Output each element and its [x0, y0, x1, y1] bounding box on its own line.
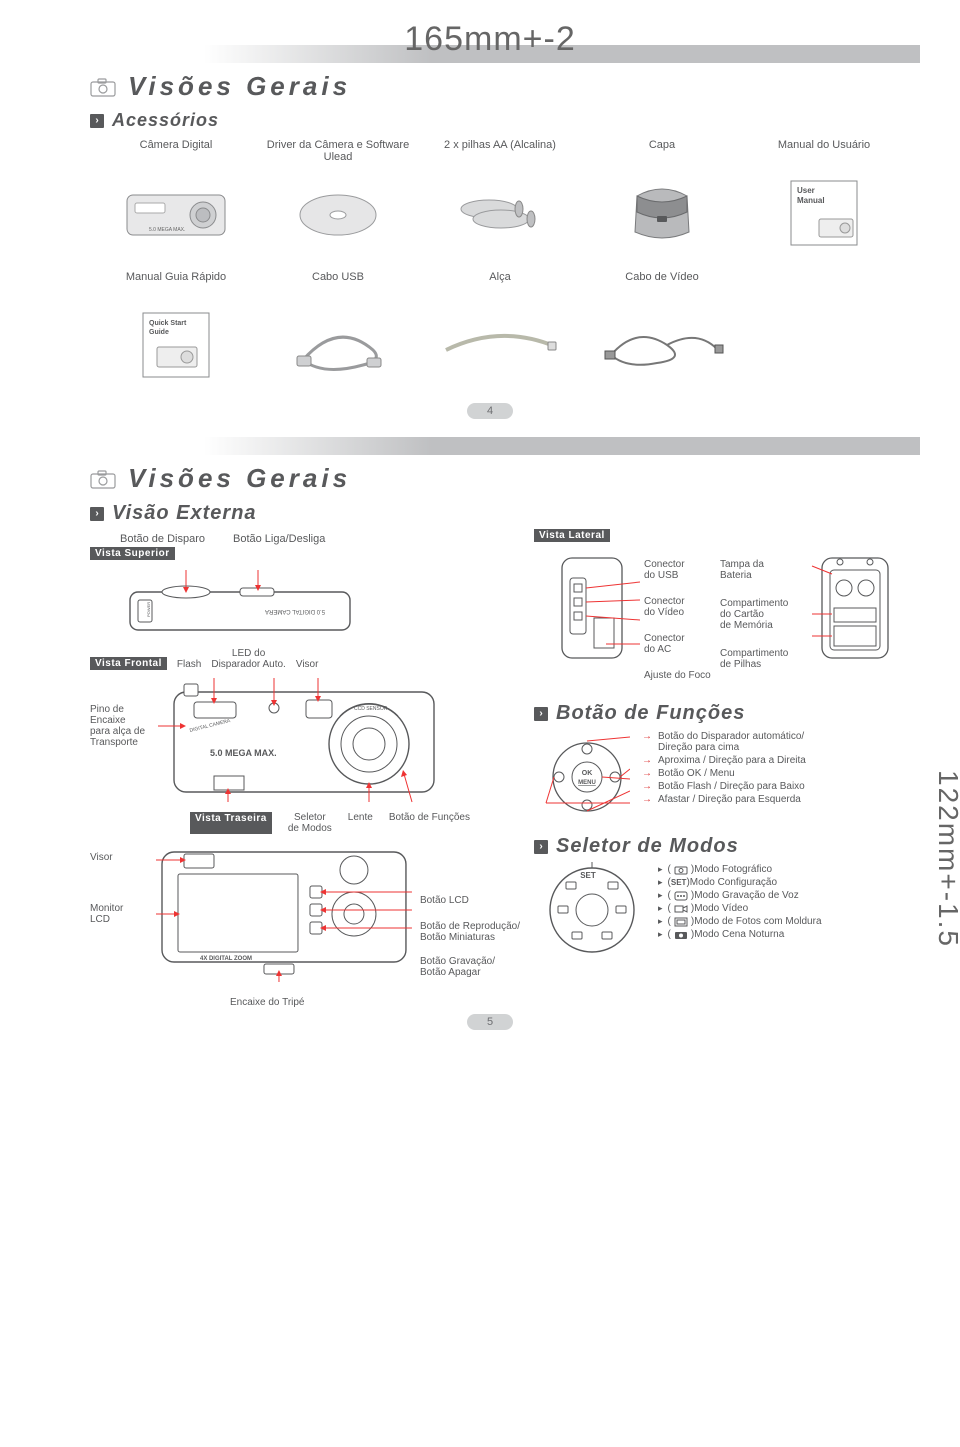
tag-superior: Vista Superior	[90, 547, 175, 560]
label-btn-rec: Botão Gravação/ Botão Apagar	[420, 956, 520, 978]
svg-text:5.0 MEGA MAX.: 5.0 MEGA MAX.	[210, 748, 277, 758]
tag-traseira: Vista Traseira	[190, 812, 272, 834]
label-pilhas: Compartimento de Pilhas	[720, 648, 806, 670]
section2-sub: Visão Externa	[112, 502, 257, 525]
label-tripod: Encaixe do Tripé	[230, 997, 520, 1008]
acc-label: Manual Guia Rápido	[100, 271, 252, 299]
acc-img-batteries	[424, 175, 576, 251]
mode-frame-icon	[674, 917, 688, 927]
label-flash: Flash	[177, 659, 201, 670]
label-visor-rear: Visor	[90, 852, 148, 863]
acc-img-case	[586, 175, 738, 251]
section1-title: Visões Gerais	[128, 71, 351, 102]
svg-text:OK: OK	[582, 770, 593, 777]
svg-text:SET: SET	[580, 871, 596, 880]
acc-label: Driver da Câmera e Software Ulead	[262, 139, 414, 167]
func-item: Botão do Disparador automático/ Direção …	[658, 731, 804, 753]
func-title: Botão de Funções	[556, 702, 745, 725]
svg-text:POWER: POWER	[146, 602, 151, 617]
diagram-lateral: Conector do USB Conector do Vídeo Conect…	[544, 548, 920, 692]
label-video-conn: Conector do Vídeo	[644, 596, 716, 618]
acc-label	[748, 271, 900, 299]
mode-title: Seletor de Modos	[556, 835, 739, 858]
mode-item: Modo Cena Noturna	[694, 929, 784, 940]
func-item: Botão OK / Menu	[658, 768, 735, 779]
acc-img-camera: 5.0 MEGA MAX.	[100, 175, 252, 251]
label-seletor: Seletor de Modos	[288, 812, 332, 834]
acc-label: Cabo USB	[262, 271, 414, 299]
mode-camera-icon	[674, 865, 688, 875]
svg-text:MENU: MENU	[578, 780, 596, 786]
svg-text:CCD SENSOR: CCD SENSOR	[354, 706, 388, 712]
chevron-icon	[534, 840, 548, 854]
label-led: LED do Disparador Auto.	[211, 648, 286, 670]
tag-frontal: Vista Frontal	[90, 657, 167, 670]
mode-set-icon: SET	[671, 878, 687, 887]
svg-text:5.0 DIGITAL CAMERA: 5.0 DIGITAL CAMERA	[265, 608, 325, 614]
camera-icon	[90, 77, 116, 97]
diagram-front-view: Pino de Encaixe para alça de Transporte …	[90, 674, 520, 804]
chevron-icon	[90, 507, 104, 521]
acc-img-quickguide: Quick StartGuide	[100, 307, 252, 383]
func-item: Aproxima / Direção para a Direita	[658, 755, 806, 766]
diagram-top-view: 5.0 DIGITAL CAMERA POWER	[90, 564, 520, 640]
mode-dial-diagram: SET	[544, 862, 640, 958]
mode-item: Modo Gravação de Voz	[694, 890, 799, 901]
page-dim-side: 122mm+-1.5	[932, 770, 960, 948]
camera-icon	[90, 469, 116, 489]
func-item: Botão Flash / Direção para Baixo	[658, 781, 805, 792]
mode-item: Modo Configuração	[690, 877, 777, 888]
acc-label: 2 x pilhas AA (Alcalina)	[424, 139, 576, 167]
mode-mic-icon	[674, 891, 688, 901]
func-pad-diagram: OK MENU	[544, 729, 630, 825]
label-tampa: Tampa da Bateria	[720, 559, 806, 581]
label-focus: Ajuste do Foco	[644, 670, 716, 681]
label-btn-lcd: Botão LCD	[420, 895, 520, 906]
label-usb: Conector do USB	[644, 559, 716, 581]
mode-video-icon	[674, 904, 688, 914]
diagram-rear-view: Visor Monitor LCD 4X DIGITAL ZOOM	[90, 844, 520, 989]
label-lente: Lente	[348, 812, 373, 834]
acc-img-strap	[424, 307, 576, 383]
chevron-icon	[534, 707, 548, 721]
acc-img-usb-cable	[262, 307, 414, 383]
label-btn-play: Botão de Reprodução/ Botão Miniaturas	[420, 921, 520, 943]
svg-text:5.0 MEGA MAX.: 5.0 MEGA MAX.	[149, 227, 185, 233]
func-item: Afastar / Direção para Esquerda	[658, 794, 801, 805]
label-monitor: Monitor LCD	[90, 903, 148, 925]
acc-img-manual: UserManual	[748, 175, 900, 251]
page-number: 5	[467, 1014, 513, 1030]
label-strap-pin: Pino de Encaixe para alça de Transporte	[90, 674, 148, 804]
tag-lateral: Vista Lateral	[534, 529, 610, 542]
label-visor-front: Visor	[296, 659, 319, 670]
acc-label: Capa	[586, 139, 738, 167]
acc-img-cd	[262, 175, 414, 251]
label-power: Botão Liga/Desliga	[233, 533, 325, 545]
acc-label: Manual do Usuário	[748, 139, 900, 167]
label-func-btn: Botão de Funções	[389, 812, 470, 834]
mode-item: Modo Fotográfico	[694, 864, 772, 875]
section2-title: Visões Gerais	[128, 463, 351, 494]
section-bar	[106, 437, 920, 455]
section1-sub: Acessórios	[112, 110, 219, 131]
page-number: 4	[467, 403, 513, 419]
label-cartao: Compartimento do Cartão de Memória	[720, 598, 806, 631]
label-ac: Conector do AC	[644, 633, 716, 655]
accessories-grid: Câmera Digital Driver da Câmera e Softwa…	[100, 139, 900, 383]
acc-label: Alça	[424, 271, 576, 299]
chevron-icon	[90, 114, 104, 128]
mode-night-icon	[674, 930, 688, 940]
mode-item: Modo de Fotos com Moldura	[694, 916, 821, 927]
acc-label: Cabo de Vídeo	[586, 271, 738, 299]
label-shutter: Botão de Disparo	[120, 533, 205, 545]
acc-img-video-cable	[586, 307, 738, 383]
svg-text:4X DIGITAL ZOOM: 4X DIGITAL ZOOM	[200, 956, 252, 962]
acc-label: Câmera Digital	[100, 139, 252, 167]
mode-item: Modo Vídeo	[694, 903, 748, 914]
